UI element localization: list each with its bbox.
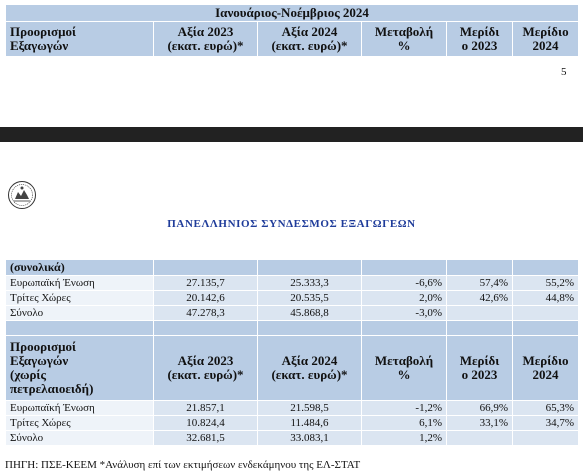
header-share-2024: Μερίδιο 2024: [512, 335, 579, 401]
header-change: Μεταβολή%: [361, 21, 447, 57]
page-number: 5: [561, 66, 567, 78]
table-row: Ευρωπαϊκή Ένωση 27.135,7 25.333,3 -6,6% …: [5, 275, 579, 291]
header-value-2024: Αξία 2024 (εκατ. ευρώ)*: [257, 21, 362, 57]
association-name: ΠΑΝΕΛΛΗΝΙΟΣ ΣΥΝΔΕΣΜΟΣ ΕΞΑΓΩΓΕΩΝ: [167, 218, 416, 230]
period-title: Ιανουάριος-Νοέμβριος 2024: [4, 4, 580, 22]
header-value-2023: Αξία 2023 (εκατ. ευρώ)*: [153, 335, 258, 401]
header-share-2024: Μερίδιο 2024: [511, 21, 580, 57]
header-change: Μεταβολή%: [361, 335, 447, 401]
header-destinations-non-oil: Προορισμοί Εξαγωγών (χωρίς πετρελαιοειδή…: [5, 335, 154, 401]
source-note: ΠΗΓΗ: ΠΣΕ-ΚΕΕΜ *Ανάλυση επί των εκτιμήσε…: [5, 459, 361, 471]
page-separator-band: [0, 127, 583, 142]
header-share-2023: Μερίδι ο 2023: [446, 335, 513, 401]
table-row: Τρίτες Χώρες 10.824,4 11.484,6 6,1% 33,1…: [5, 415, 579, 431]
header-value-2024: Αξία 2024 (εκατ. ευρώ)*: [257, 335, 362, 401]
table-row: Σύνολο 47.278,3 45.868,8 -3,0%: [5, 305, 579, 321]
table-row: Σύνολο 32.681,5 33.083,1 1,2%: [5, 430, 579, 446]
header-value-2023: Αξία 2023 (εκατ. ευρώ)*: [153, 21, 258, 57]
association-seal-icon: [8, 181, 36, 209]
table-row: Τρίτες Χώρες 20.142,6 20.535,5 2,0% 42,6…: [5, 290, 579, 306]
top-summary-table: Ιανουάριος-Νοέμβριος 2024 Προορισμοί Εξαγ…: [4, 4, 580, 57]
spacer-row: [5, 320, 579, 336]
header-share-2023: Μερίδι ο 2023: [446, 21, 513, 57]
header-destinations: Προορισμοί Εξαγωγών: [5, 21, 154, 57]
exports-table: (συνολικά) Ευρωπαϊκή Ένωση 27.135,7 25.3…: [5, 259, 579, 446]
section-label-overall: (συνολικά): [5, 259, 154, 276]
table-row: Ευρωπαϊκή Ένωση 21.857,1 21.598,5 -1,2% …: [5, 400, 579, 416]
